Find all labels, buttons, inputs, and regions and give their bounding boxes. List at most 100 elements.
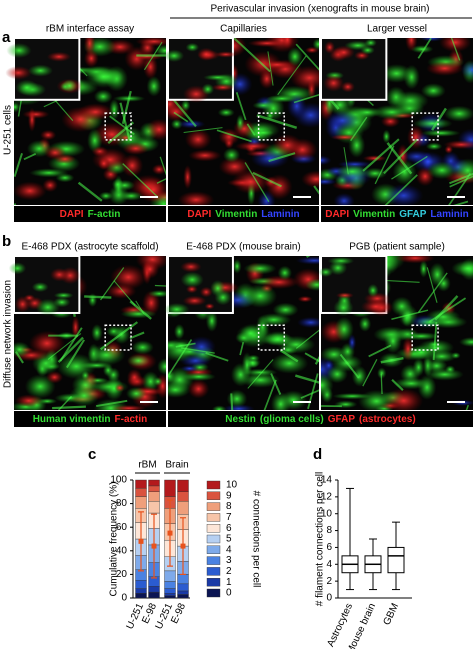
texture-fiber (343, 147, 349, 175)
texture-blob (347, 334, 357, 351)
texture-blob (335, 164, 369, 179)
texture-blob (140, 259, 160, 279)
group-label: Brain (165, 460, 188, 471)
texture-blob (324, 110, 361, 131)
legend-swatch (206, 502, 221, 511)
texture-blob (393, 377, 430, 390)
inset-blob (199, 286, 213, 298)
texture-blob (323, 359, 334, 372)
roi-box (411, 112, 439, 141)
x-tick-label: GBM (382, 602, 402, 627)
texture-blob (384, 387, 424, 410)
texture-blob (184, 128, 212, 151)
texture-blob (46, 371, 63, 384)
texture-blob (122, 142, 149, 156)
texture-fiber (387, 279, 420, 283)
legend-label: 9 (226, 490, 232, 501)
bar-segment (148, 485, 160, 492)
legend-swatch (206, 480, 221, 490)
texture-blob (42, 178, 58, 193)
texture-fiber (84, 295, 112, 299)
texture-fiber (391, 309, 429, 320)
caption-word: F-actin (88, 209, 121, 220)
texture-blob (157, 358, 166, 375)
inset-blob (46, 51, 72, 62)
texture-blob (138, 177, 166, 203)
texture-blob (111, 404, 147, 410)
texture-blob (232, 169, 270, 194)
texture-blob (181, 372, 216, 382)
mean-marker (167, 530, 173, 536)
texture-blob (384, 328, 402, 354)
texture-fiber (417, 38, 432, 59)
caption: DAPI F-actin (60, 209, 121, 220)
texture-fiber (391, 378, 404, 391)
texture-fiber (295, 329, 319, 349)
texture-fiber (448, 172, 472, 205)
texture-fiber (247, 359, 274, 389)
texture-fiber (15, 351, 24, 364)
inset-blob (197, 47, 216, 61)
caption: Nestin (glioma cells) GFAP (astrocytes) (225, 414, 415, 425)
texture-fiber (205, 352, 229, 362)
texture-blob (412, 118, 453, 130)
legend-swatch (206, 578, 221, 587)
texture-fiber (432, 322, 438, 361)
texture-blob (104, 376, 124, 401)
caption: DAPI Vimentin GFAP Laminin (325, 209, 469, 220)
caption-word: (astrocytes) (359, 414, 416, 425)
texture-blob (321, 178, 337, 186)
row-label: Diffuse network invasion (3, 280, 14, 388)
texture-fiber (107, 121, 135, 145)
texture-blob (92, 148, 129, 172)
bar-segment (135, 580, 147, 589)
texture-blob (180, 99, 191, 112)
y-tick-label: 6 (326, 542, 332, 553)
bar-segment (135, 488, 147, 497)
texture-blob (102, 364, 114, 377)
texture-fiber (173, 111, 189, 123)
texture-blob (421, 129, 461, 137)
legend-title: # connections per cell (250, 491, 261, 588)
texture-fiber (57, 395, 73, 410)
texture-blob (460, 61, 473, 79)
inset-blob (324, 40, 336, 54)
texture-blob (27, 107, 37, 132)
texture-blob (391, 90, 429, 111)
caption-bar (14, 411, 166, 427)
texture-blob (217, 108, 235, 118)
texture-blob (126, 368, 143, 386)
texture-blob (272, 302, 299, 317)
panel-label: d (313, 446, 322, 463)
texture-fiber (14, 203, 17, 205)
texture-blob (301, 170, 319, 188)
caption-bar (168, 411, 473, 427)
texture-fiber (100, 267, 125, 301)
texture-blob (305, 278, 319, 291)
texture-blob (297, 295, 313, 303)
inset-blob (5, 66, 32, 80)
texture-fiber (431, 107, 447, 131)
y-tick-label: 0 (326, 593, 332, 604)
texture-fiber (244, 162, 270, 203)
y-tick-label: 8 (326, 525, 332, 536)
texture-blob (131, 340, 154, 355)
texture-blob (87, 344, 126, 366)
inset-blob (328, 260, 348, 276)
texture-blob (143, 54, 158, 80)
texture-fiber (168, 339, 193, 378)
texture-fiber (175, 342, 196, 348)
legend-swatch (206, 556, 221, 565)
texture-fiber (453, 200, 469, 205)
texture-blob (403, 64, 420, 90)
texture-blob (351, 107, 383, 118)
y-tick-label: 0 (121, 593, 127, 604)
inset-blob (214, 51, 237, 58)
texture-blob (187, 379, 210, 399)
texture-fiber (294, 374, 319, 384)
bar-segment (164, 581, 176, 589)
texture-blob (77, 103, 114, 121)
group-label: rBM (138, 460, 156, 471)
texture-fiber (216, 129, 252, 143)
texture-blob (305, 46, 319, 54)
